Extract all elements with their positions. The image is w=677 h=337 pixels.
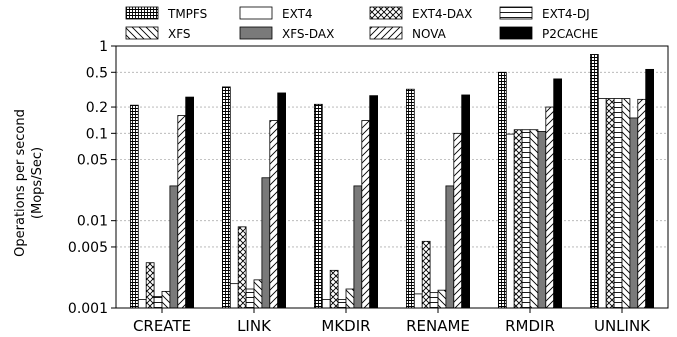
x-category-label: MKDIR: [321, 317, 370, 335]
bar-ext4-link: [229, 283, 239, 309]
bar-ext4-dj-link: [245, 288, 255, 309]
bar-xfs-rename: [437, 289, 447, 309]
bar-xfs-dax-create: [169, 185, 179, 309]
y-tick-label: 0.005: [68, 240, 108, 256]
bar-ext4-dj-mkdir: [337, 299, 347, 309]
y-axis-title-line1: Operations per second: [13, 109, 28, 257]
y-axis: 0.001 0.005 0.01 0.05 0.1 0.2 0.5 1: [68, 39, 116, 317]
bar-tmpfs-link: [221, 86, 231, 309]
bar-tmpfs-unlink: [590, 54, 599, 309]
bar-xfs-dax-mkdir: [353, 185, 363, 309]
bar-xfs-mkdir: [345, 288, 355, 309]
bar-xfs-dax-unlink: [629, 117, 639, 309]
bar-ext4-dax-mkdir: [329, 269, 339, 309]
legend-swatch-ext4-dax: [369, 6, 403, 20]
legend-swatch-ext4: [239, 6, 273, 20]
bar-ext4-dj-rmdir: [521, 129, 531, 309]
bar-ext4-dj-unlink: [613, 98, 623, 309]
legend-swatch-nova: [369, 26, 403, 40]
legend-label-tmpfs: TMPFS: [167, 7, 207, 21]
bar-ext4-rmdir: [505, 133, 515, 309]
bar-ext4-dj-rename: [429, 292, 439, 309]
bar-ext4-unlink: [597, 98, 607, 309]
bar-xfs-dax-rmdir: [537, 131, 547, 309]
bar-ext4-dax-rename: [421, 240, 431, 309]
x-axis: CREATE LINK MKDIR RENAME RMDIR UNLINK: [133, 308, 651, 335]
bar-p2cache-create: [185, 96, 194, 309]
bar-nova-create: [177, 115, 187, 309]
legend-label-ext4-dj: EXT4-DJ: [542, 7, 590, 21]
legend-swatch-xfs-dax: [239, 26, 273, 40]
legend-swatch-xfs: [125, 26, 159, 40]
x-category-label: RMDIR: [505, 317, 555, 335]
legend-swatch-p2cache: [499, 26, 533, 40]
y-tick-label: 0.001: [68, 301, 108, 317]
legend-label-p2cache: P2CACHE: [542, 27, 598, 41]
bar-ext4-dax-rmdir: [513, 129, 523, 309]
bar-p2cache-rename: [461, 94, 471, 309]
bar-ext4-mkdir: [321, 299, 331, 309]
bar-nova-unlink: [637, 98, 647, 309]
legend-label-xfs-dax: XFS-DAX: [282, 27, 334, 41]
y-tick-label: 0.01: [77, 214, 108, 230]
bar-ext4-dax-unlink: [605, 98, 615, 309]
x-category-label: LINK: [237, 317, 272, 335]
bar-p2cache-unlink: [645, 68, 655, 309]
bar-ext4-dax-link: [237, 226, 247, 309]
legend-label-nova: NOVA: [412, 27, 447, 41]
bar-xfs-link: [253, 279, 263, 309]
y-tick-label: 0.05: [77, 153, 108, 169]
bar-tmpfs-create: [129, 104, 139, 309]
y-tick-label: 0.2: [86, 100, 108, 116]
y-tick-label: 0.1: [86, 126, 108, 142]
bar-nova-link: [269, 120, 279, 309]
bar-ext4-create: [137, 299, 147, 309]
bar-xfs-create: [161, 290, 171, 309]
bar-tmpfs-rename: [405, 88, 415, 309]
bar-nova-rename: [453, 132, 463, 309]
bar-ext4-rename: [413, 293, 423, 309]
legend-label-xfs: XFS: [168, 27, 191, 41]
legend-swatch-ext4-dj: [499, 6, 533, 20]
bar-ext4-dj-create: [153, 296, 163, 309]
bar-tmpfs-mkdir: [313, 103, 323, 309]
y-tick-label: 1: [99, 39, 108, 55]
bar-xfs-dax-link: [261, 177, 271, 309]
bar-ext4-dax-create: [145, 262, 155, 309]
bar-xfs-unlink: [621, 98, 631, 309]
x-category-label: CREATE: [133, 317, 191, 335]
x-category-label: UNLINK: [594, 317, 651, 335]
bar-p2cache-mkdir: [369, 95, 379, 309]
plot-frame: [115, 45, 669, 309]
legend-label-ext4-dax: EXT4-DAX: [412, 7, 472, 21]
y-axis-title-line2: (Mops/Sec): [30, 147, 45, 219]
bar-xfs-dax-rename: [445, 185, 455, 309]
legend-swatch-tmpfs: [125, 6, 159, 20]
x-category-label: RENAME: [406, 317, 470, 335]
bar-p2cache-rmdir: [553, 78, 563, 309]
legend: TMPFS EXT4 EXT4-DAX EXT4-DJ XFS XFS-DAX NOVA P2…: [125, 6, 598, 41]
gridlines: [116, 45, 668, 309]
y-tick-label: 0.5: [86, 65, 108, 81]
bar-nova-rmdir: [545, 106, 555, 309]
bar-xfs-rmdir: [529, 129, 539, 309]
legend-label-ext4: EXT4: [282, 7, 313, 21]
bar-tmpfs-rmdir: [497, 71, 507, 309]
bars: [129, 54, 655, 309]
bar-p2cache-link: [277, 92, 287, 309]
bar-nova-mkdir: [361, 120, 371, 309]
